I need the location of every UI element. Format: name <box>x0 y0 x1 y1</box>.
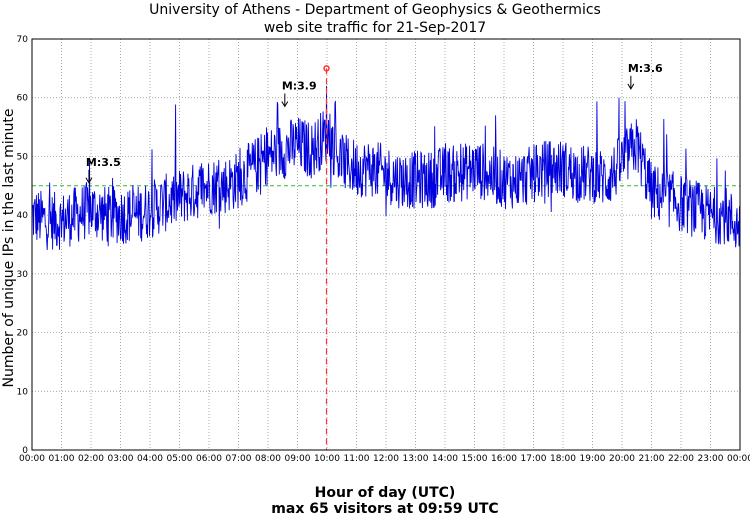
x-tick-label: 13:00 <box>403 454 429 464</box>
y-tick-label: 50 <box>17 152 29 162</box>
y-axis-label: Number of unique IPs in the last minute <box>1 109 17 388</box>
x-tick-label: 14:00 <box>432 454 458 464</box>
x-tick-labels: 00:00 01:00 02:00 03:00 04:00 05:00 06:00 07:00… <box>19 454 750 464</box>
x-tick-label: 17:00 <box>521 454 547 464</box>
annotation-label: M:3.9 <box>282 79 317 92</box>
x-tick-label: 21:00 <box>639 454 665 464</box>
series-line <box>31 85 741 251</box>
x-tick-label: 20:00 <box>609 454 635 464</box>
x-tick-label: 09:00 <box>285 454 311 464</box>
x-tick-label: 08:00 <box>255 454 281 464</box>
x-tick-label: 10:00 <box>314 454 340 464</box>
annotation-arrow-head <box>85 177 93 184</box>
y-tick-labels: 0 10 20 30 40 50 60 70 <box>17 35 29 456</box>
x-axis-label: Hour of day (UTC) <box>315 485 456 501</box>
x-tick-label: 04:00 <box>137 454 163 464</box>
x-tick-label: 05:00 <box>167 454 193 464</box>
x-tick-label: 00:00 <box>19 454 45 464</box>
x-tick-label: 19:00 <box>580 454 606 464</box>
x-tick-label: 18:00 <box>550 454 576 464</box>
annotations: M:3.5 M:3.9 M:3.6 <box>85 62 663 184</box>
y-tick-label: 0 <box>22 446 28 456</box>
x-axis-sublabel: max 65 visitors at 09:59 UTC <box>271 501 498 515</box>
y-tick-label: 60 <box>17 94 29 104</box>
x-tick-label: 07:00 <box>226 454 252 464</box>
x-tick-label: 00:00 <box>727 454 750 464</box>
y-tick-label: 70 <box>17 35 29 45</box>
grid <box>32 39 740 450</box>
plot-frame <box>31 38 741 451</box>
max-marker-point <box>323 65 330 72</box>
x-tick-label: 12:00 <box>373 454 399 464</box>
x-tick-label: 11:00 <box>344 454 370 464</box>
y-tick-label: 30 <box>17 270 29 280</box>
x-tick-label: 22:00 <box>668 454 694 464</box>
x-tick-label: 03:00 <box>108 454 134 464</box>
x-tick-label: 06:00 <box>196 454 222 464</box>
annotation-arrow-head <box>627 83 635 90</box>
annotation-label: M:3.6 <box>628 62 663 75</box>
annotation-label: M:3.5 <box>86 156 121 169</box>
chart-subtitle: web site traffic for 21-Sep-2017 <box>264 20 486 36</box>
y-tick-label: 10 <box>17 387 29 397</box>
x-tick-label: 01:00 <box>49 454 75 464</box>
x-tick-label: 02:00 <box>78 454 104 464</box>
y-tick-label: 20 <box>17 329 29 339</box>
chart-title: University of Athens - Department of Geo… <box>149 2 601 18</box>
x-tick-label: 16:00 <box>491 454 517 464</box>
x-tick-label: 15:00 <box>462 454 488 464</box>
x-tick-label: 23:00 <box>698 454 724 464</box>
y-tick-label: 40 <box>17 211 29 221</box>
annotation-arrow-head <box>281 101 289 108</box>
